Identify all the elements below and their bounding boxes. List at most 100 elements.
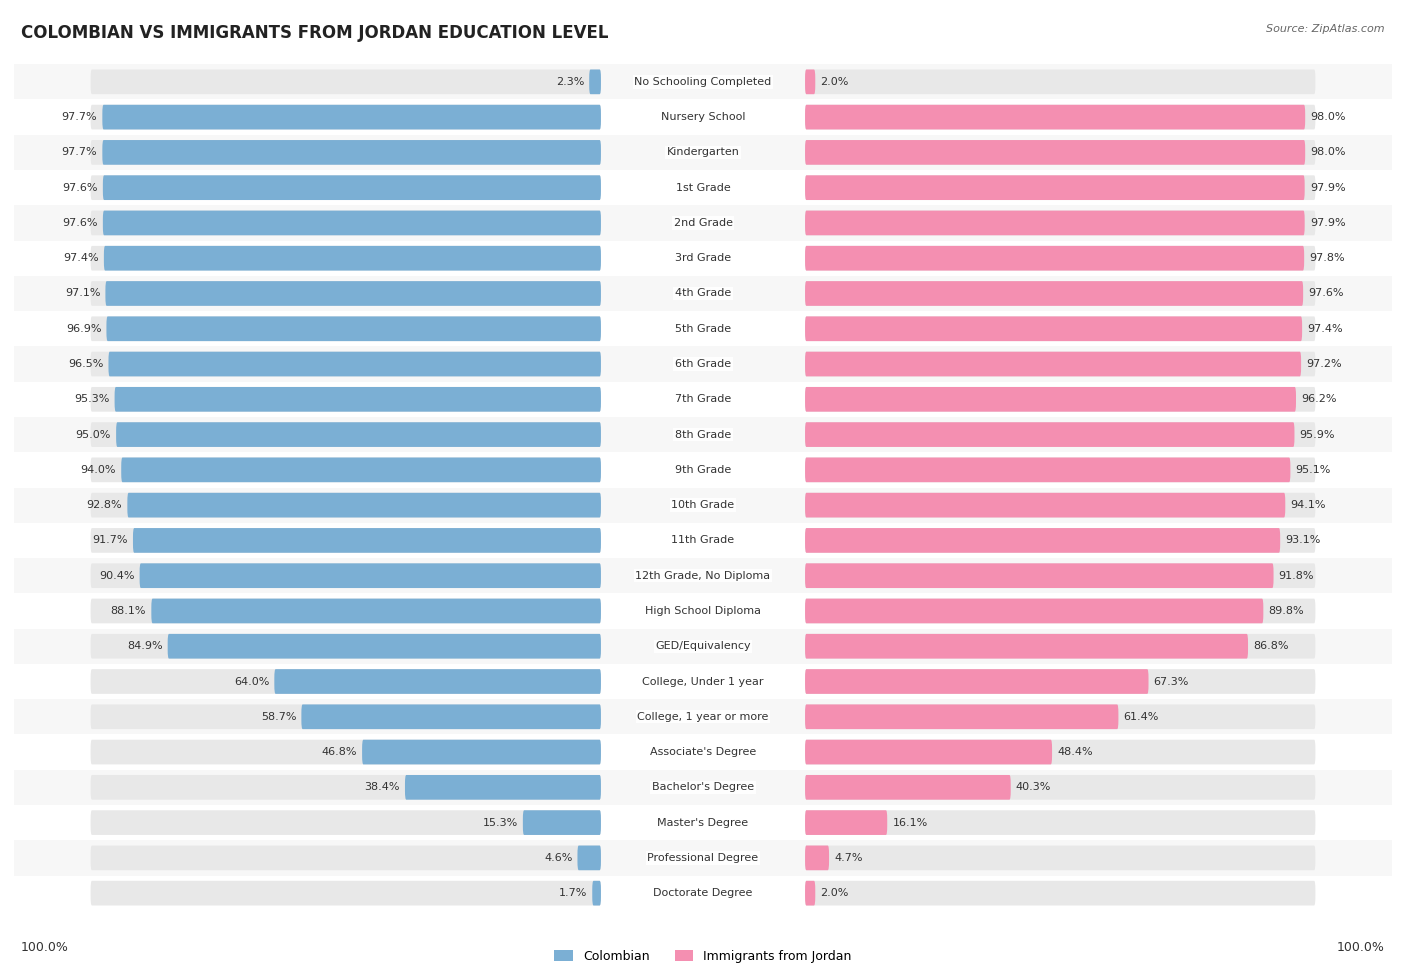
FancyBboxPatch shape (90, 564, 600, 588)
FancyBboxPatch shape (90, 176, 600, 200)
FancyBboxPatch shape (152, 599, 600, 623)
FancyBboxPatch shape (806, 845, 1316, 871)
FancyBboxPatch shape (301, 704, 600, 729)
FancyBboxPatch shape (806, 140, 1305, 165)
FancyBboxPatch shape (90, 704, 600, 729)
Bar (14, 876, 1392, 911)
Bar (14, 840, 1392, 876)
FancyBboxPatch shape (90, 387, 600, 411)
Text: 95.1%: 95.1% (1295, 465, 1331, 475)
FancyBboxPatch shape (90, 281, 600, 306)
FancyBboxPatch shape (806, 880, 815, 906)
Text: 88.1%: 88.1% (111, 605, 146, 616)
Text: 86.8%: 86.8% (1253, 642, 1289, 651)
FancyBboxPatch shape (90, 845, 600, 871)
Text: 100.0%: 100.0% (1337, 941, 1385, 954)
Bar (14, 135, 1392, 170)
Text: Source: ZipAtlas.com: Source: ZipAtlas.com (1267, 24, 1385, 34)
FancyBboxPatch shape (90, 352, 600, 376)
FancyBboxPatch shape (806, 669, 1316, 694)
Text: 2.0%: 2.0% (820, 888, 849, 898)
Text: 94.1%: 94.1% (1291, 500, 1326, 510)
Text: 58.7%: 58.7% (260, 712, 297, 722)
FancyBboxPatch shape (107, 317, 600, 341)
Text: 2.0%: 2.0% (820, 77, 849, 87)
FancyBboxPatch shape (806, 599, 1316, 623)
FancyBboxPatch shape (806, 176, 1316, 200)
FancyBboxPatch shape (90, 69, 600, 95)
FancyBboxPatch shape (90, 599, 600, 623)
Text: 15.3%: 15.3% (482, 818, 517, 828)
FancyBboxPatch shape (90, 317, 600, 341)
FancyBboxPatch shape (592, 880, 600, 906)
Text: Bachelor's Degree: Bachelor's Degree (652, 782, 754, 793)
Text: 98.0%: 98.0% (1310, 147, 1346, 157)
Bar (14, 629, 1392, 664)
Legend: Colombian, Immigrants from Jordan: Colombian, Immigrants from Jordan (554, 950, 852, 963)
Text: Professional Degree: Professional Degree (647, 853, 759, 863)
FancyBboxPatch shape (806, 492, 1285, 518)
FancyBboxPatch shape (115, 387, 600, 411)
FancyBboxPatch shape (103, 104, 600, 130)
FancyBboxPatch shape (806, 457, 1291, 483)
FancyBboxPatch shape (806, 634, 1316, 658)
FancyBboxPatch shape (806, 422, 1295, 447)
FancyBboxPatch shape (105, 281, 600, 306)
FancyBboxPatch shape (90, 140, 600, 165)
FancyBboxPatch shape (806, 564, 1316, 588)
Text: Kindergarten: Kindergarten (666, 147, 740, 157)
Text: No Schooling Completed: No Schooling Completed (634, 77, 772, 87)
FancyBboxPatch shape (806, 281, 1303, 306)
Text: 4th Grade: 4th Grade (675, 289, 731, 298)
Text: 16.1%: 16.1% (893, 818, 928, 828)
Text: 97.6%: 97.6% (62, 218, 98, 228)
Bar (14, 64, 1392, 99)
Text: Associate's Degree: Associate's Degree (650, 747, 756, 757)
Text: 90.4%: 90.4% (98, 570, 135, 581)
Text: 100.0%: 100.0% (21, 941, 69, 954)
FancyBboxPatch shape (806, 457, 1316, 483)
Bar (14, 805, 1392, 840)
Bar (14, 241, 1392, 276)
Text: 40.3%: 40.3% (1015, 782, 1052, 793)
FancyBboxPatch shape (121, 457, 600, 483)
Text: 7th Grade: 7th Grade (675, 394, 731, 405)
Text: 96.2%: 96.2% (1301, 394, 1337, 405)
Text: 95.9%: 95.9% (1299, 430, 1336, 440)
Text: 6th Grade: 6th Grade (675, 359, 731, 370)
Text: Master's Degree: Master's Degree (658, 818, 748, 828)
Text: 91.7%: 91.7% (93, 535, 128, 545)
Text: 3rd Grade: 3rd Grade (675, 254, 731, 263)
Bar (14, 276, 1392, 311)
FancyBboxPatch shape (806, 246, 1305, 270)
FancyBboxPatch shape (90, 246, 600, 270)
FancyBboxPatch shape (806, 528, 1316, 553)
FancyBboxPatch shape (405, 775, 600, 799)
FancyBboxPatch shape (104, 246, 600, 270)
Text: 98.0%: 98.0% (1310, 112, 1346, 122)
FancyBboxPatch shape (90, 422, 600, 447)
FancyBboxPatch shape (806, 669, 1149, 694)
FancyBboxPatch shape (90, 740, 600, 764)
FancyBboxPatch shape (806, 599, 1264, 623)
FancyBboxPatch shape (806, 246, 1316, 270)
FancyBboxPatch shape (806, 69, 815, 95)
Bar (14, 664, 1392, 699)
Text: College, 1 year or more: College, 1 year or more (637, 712, 769, 722)
Text: 91.8%: 91.8% (1278, 570, 1315, 581)
FancyBboxPatch shape (90, 104, 600, 130)
Text: 97.6%: 97.6% (62, 182, 98, 193)
Bar (14, 346, 1392, 381)
Text: 93.1%: 93.1% (1285, 535, 1320, 545)
FancyBboxPatch shape (806, 564, 1274, 588)
FancyBboxPatch shape (806, 704, 1118, 729)
Text: 67.3%: 67.3% (1153, 677, 1189, 686)
FancyBboxPatch shape (806, 528, 1281, 553)
Text: 97.2%: 97.2% (1306, 359, 1341, 370)
Bar (14, 170, 1392, 206)
FancyBboxPatch shape (806, 211, 1305, 235)
FancyBboxPatch shape (523, 810, 600, 835)
Bar (14, 417, 1392, 452)
Text: 4.6%: 4.6% (544, 853, 572, 863)
Text: 89.8%: 89.8% (1268, 605, 1305, 616)
